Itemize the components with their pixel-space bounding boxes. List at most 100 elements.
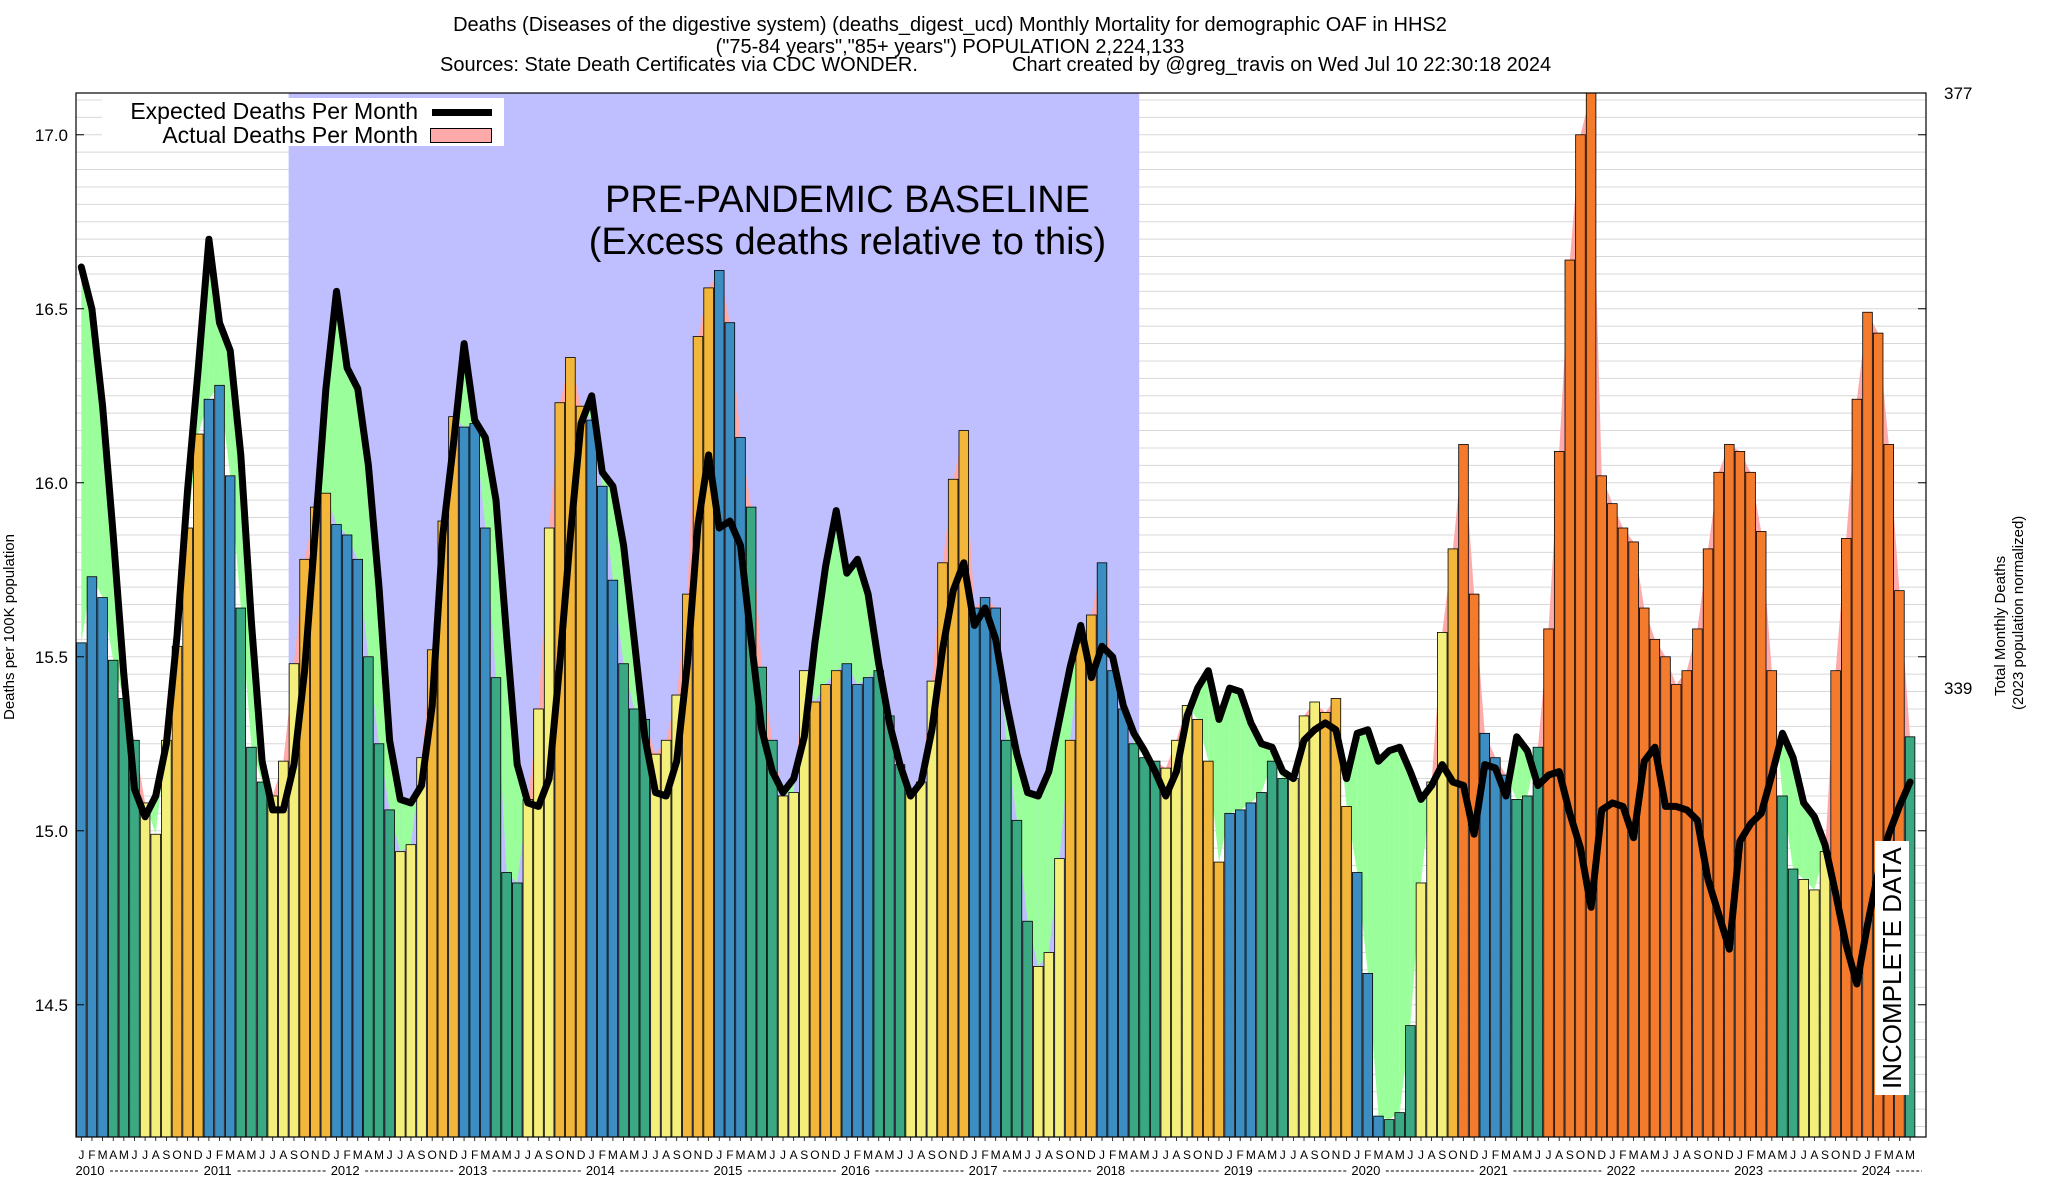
x-tick-month: A [534,1148,542,1162]
right-axis-label-line2: (2023 population normalized) [2010,515,2027,710]
bar [1192,719,1203,1138]
bar [1724,444,1735,1138]
x-tick-month: N [1076,1148,1085,1162]
x-tick-month: M [863,1148,873,1162]
deficit-fill [325,291,337,525]
x-tick-month: M [629,1148,639,1162]
difference-fill [1420,786,1432,883]
x-tick-month: M [98,1148,108,1162]
bar [1670,684,1682,1138]
difference-fill [155,748,166,835]
x-tick-month: D [832,1148,841,1162]
x-tick-month: F [854,1148,861,1162]
x-tick-month: A [1428,1148,1436,1162]
x-tick-month: F [1619,1148,1626,1162]
bar [193,433,204,1138]
bar [107,659,119,1138]
deficit-fill [1261,743,1273,793]
x-tick-month: F [1492,1148,1499,1162]
bar [1086,614,1097,1138]
x-tick-month: J [1163,1148,1169,1162]
x-tick-month: A [1002,1148,1010,1162]
bar [341,534,353,1138]
x-tick-month: O [1576,1148,1585,1162]
y-tick-label: 15.0 [35,822,68,841]
bar [320,492,332,1138]
x-tick-month: D [322,1148,331,1162]
x-tick-month: A [1640,1148,1648,1162]
x-tick-month: S [1821,1148,1829,1162]
x-tick-month: J [333,1148,339,1162]
x-tick-month: M [757,1148,767,1162]
x-tick-month: J [1790,1148,1796,1162]
bar [1426,781,1437,1138]
bar [373,743,385,1138]
bar [458,426,470,1138]
bar [958,430,970,1138]
deficit-fill [1197,670,1209,762]
x-tick-month: M [1777,1148,1787,1162]
x-tick-month: S [545,1148,553,1162]
bar [618,663,629,1138]
bar [1171,739,1182,1138]
bar [182,527,193,1138]
bar [1787,868,1799,1138]
x-tick-month: N [1714,1148,1723,1162]
x-tick-month: N [183,1148,192,1162]
bar [139,802,151,1138]
x-tick-month: F [981,1148,988,1162]
x-tick-month: F [343,1148,350,1162]
x-tick-month: J [1025,1148,1031,1162]
expected-deaths-line [77,235,1914,988]
x-tick-month: M [1012,1148,1022,1162]
bar [1128,743,1140,1138]
x-tick-month: J [652,1148,658,1162]
bar [841,663,853,1138]
bar [235,607,247,1138]
bar [1660,656,1671,1138]
x-tick-month: J [270,1148,276,1162]
bar [522,799,534,1138]
bar [830,670,842,1138]
bar [1341,806,1352,1138]
bar [1256,792,1267,1138]
x-tick-month: F [1874,1148,1881,1162]
x-tick-month: D [1087,1148,1096,1162]
difference-fill [1000,667,1007,741]
x-tick-month: O [810,1148,819,1162]
deficit-fill [219,322,231,476]
bar [384,809,395,1138]
bar [777,795,789,1138]
bar [1001,739,1012,1138]
x-tick-month: J [461,1148,467,1162]
x-tick-month: M [246,1148,256,1162]
x-tick-month: J [397,1148,403,1162]
legend: Expected Deaths Per Month Actual Deaths … [102,98,504,148]
x-tick-month: O [683,1148,692,1162]
y-tick-label: 14.5 [35,996,68,1015]
x-tick-month: A [1768,1148,1776,1162]
deficit-fill [1389,747,1400,1120]
x-tick-month: D [1725,1148,1734,1162]
x-tick-month: M [1267,1148,1277,1162]
bar [1309,701,1320,1138]
bar [512,882,523,1138]
x-tick-month: J [1035,1148,1041,1162]
x-tick-month: J [1865,1148,1871,1162]
x-tick-month: N [1842,1148,1851,1162]
x-tick-month: M [1629,1148,1639,1162]
x-tick-month: A [237,1148,245,1162]
deficit-fill [91,308,103,598]
x-tick-month: O [1321,1148,1330,1162]
x-tick-month: N [1332,1148,1341,1162]
bar [1383,1119,1395,1138]
x-tick-month: M [1395,1148,1405,1162]
bar [1288,778,1299,1138]
x-tick-month: A [917,1148,925,1162]
y-tick-label: 15.5 [35,648,68,667]
bar [1734,451,1746,1138]
x-tick-month: J [1801,1148,1807,1162]
deficit-fill [1038,771,1049,967]
x-tick-month: N [1587,1148,1596,1162]
